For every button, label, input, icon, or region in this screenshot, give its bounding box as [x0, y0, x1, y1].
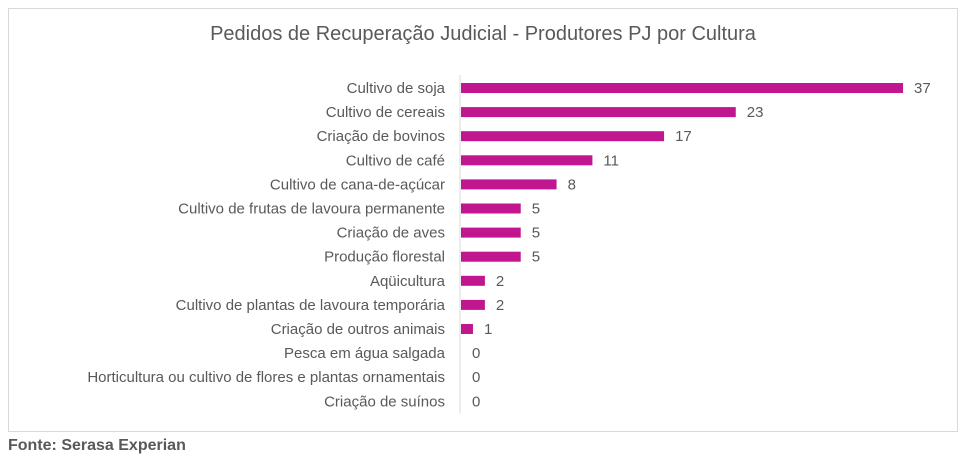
data-label: 0 — [472, 345, 480, 362]
bar — [461, 107, 736, 118]
category-label: Cultivo de café — [346, 152, 445, 169]
bar — [461, 155, 593, 166]
bar — [461, 299, 485, 310]
bar — [461, 251, 521, 262]
category-label: Criação de suínos — [324, 393, 445, 410]
category-label: Criação de aves — [337, 225, 445, 242]
data-label: 17 — [675, 128, 692, 145]
category-label: Criação de bovinos — [317, 128, 445, 145]
bar — [461, 83, 903, 93]
data-label: 8 — [568, 176, 576, 193]
bar — [461, 324, 473, 334]
bar — [461, 131, 665, 142]
data-label: 2 — [496, 297, 504, 314]
category-label: Pesca em água salgada — [284, 345, 446, 362]
category-label: Cultivo de plantas de lavoura temporária — [176, 297, 446, 314]
category-label: Produção florestal — [324, 249, 445, 266]
category-label: Cultivo de soja — [347, 80, 446, 97]
bar-chart-plot: Cultivo de soja 37 Cultivo de cereais 23 Cri… — [87, 75, 931, 414]
category-label: Horticultura ou cultivo de flores e plan… — [87, 369, 445, 386]
chart-title: Pedidos de Recuperação Judicial - Produt… — [210, 23, 756, 45]
category-label: Cultivo de frutas de lavoura permanente — [178, 201, 445, 218]
bar — [461, 275, 485, 286]
category-label: Cultivo de cana-de-açúcar — [270, 176, 445, 193]
data-label: 2 — [496, 273, 504, 290]
data-label: 5 — [532, 225, 540, 242]
source-note: Fonte: Serasa Experian — [8, 437, 186, 454]
bar — [461, 227, 521, 238]
data-label: 23 — [747, 104, 764, 121]
data-label: 0 — [472, 393, 480, 410]
data-label: 11 — [603, 152, 619, 169]
category-label: Aqüicultura — [370, 273, 446, 290]
data-label: 5 — [532, 249, 540, 266]
bar — [461, 203, 521, 214]
data-label: 1 — [484, 321, 492, 338]
chart-frame: Pedidos de Recuperação Judicial - Produt… — [8, 8, 958, 432]
category-label: Cultivo de cereais — [326, 104, 445, 121]
bar — [461, 179, 557, 190]
data-label: 0 — [472, 369, 480, 386]
data-label: 37 — [914, 80, 931, 97]
category-label: Criação de outros animais — [271, 321, 445, 338]
data-label: 5 — [532, 201, 540, 218]
